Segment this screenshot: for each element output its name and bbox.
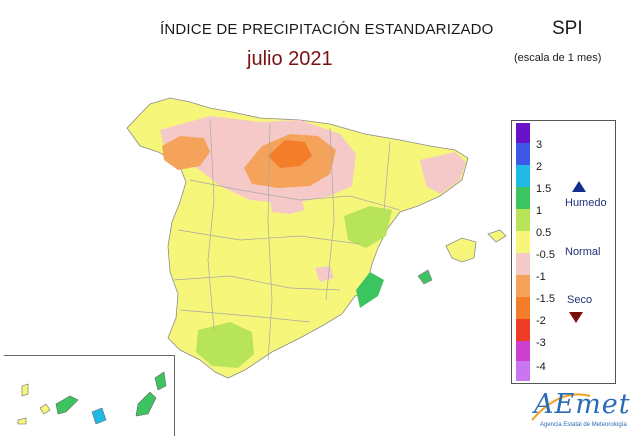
wet-zone-east: [344, 206, 392, 248]
island-menorca: [487, 229, 507, 243]
category-normal-label: Normal: [565, 246, 601, 258]
canary-inset-frame: [4, 355, 175, 436]
island-la-palma: [21, 383, 29, 397]
legend-swatch: [516, 253, 530, 275]
legend-swatch: [516, 209, 530, 231]
canary-islands: [17, 371, 167, 425]
legend-tick: 1: [536, 205, 543, 217]
legend-swatch: [516, 361, 530, 381]
period-label: julio 2021: [247, 48, 333, 70]
legend-swatch: [516, 231, 530, 253]
island-fuerteventura: [135, 391, 157, 417]
category-wet-label: Humedo: [565, 197, 607, 209]
legend-tick: -1: [536, 271, 546, 283]
legend-tick: -4: [536, 361, 546, 373]
legend-swatch: [516, 143, 530, 165]
island-mallorca: [445, 237, 477, 263]
island-gomera: [39, 403, 51, 415]
island-gran-canaria: [91, 407, 107, 425]
legend-swatch: [516, 187, 530, 209]
legend-tick: 1.5: [536, 183, 552, 195]
legend-swatch: [516, 275, 530, 297]
color-legend: 3 2 1.5 1 0.5 -0.5 -1 -1.5 -2 -3 -4: [511, 120, 616, 384]
dry-arrow-icon: [569, 312, 583, 323]
wet-arrow-icon: [572, 181, 586, 192]
legend-tick: 3: [536, 139, 543, 151]
legend-swatch: [516, 341, 530, 361]
wet-zone-southwest: [196, 322, 254, 368]
map-title: ÍNDICE DE PRECIPITACIÓN ESTANDARIZADO: [160, 21, 494, 38]
legend-tick: -2: [536, 315, 546, 327]
category-dry-label: Seco: [567, 294, 593, 306]
aemet-logo-icon: [531, 393, 591, 421]
island-ibiza: [417, 269, 433, 285]
legend-tick: -3: [536, 337, 546, 349]
island-tenerife: [55, 395, 79, 415]
legend-tick: 0.5: [536, 227, 552, 239]
legend-swatch: [516, 123, 530, 143]
logo-agency: Agencia Estatal de Meteorología: [540, 422, 627, 428]
index-name: SPI: [552, 18, 583, 39]
legend-swatch: [516, 319, 530, 341]
dry-moderate-northwest: [162, 136, 210, 170]
island-lanzarote: [154, 371, 167, 391]
island-hierro: [17, 417, 27, 425]
logo-name: AEmet: [534, 389, 631, 420]
dry-zone-northeast: [420, 152, 466, 194]
legend-swatch: [516, 297, 530, 319]
province-borders: [173, 119, 401, 361]
legend-tick: -1.5: [536, 293, 555, 305]
wet-zone-alicante: [356, 272, 384, 308]
legend-tick: -0.5: [536, 249, 555, 261]
dry-zone-central: [270, 196, 305, 214]
legend-swatch: [516, 165, 530, 187]
scale-note: (escala de 1 mes): [514, 52, 602, 64]
dry-severe-north: [268, 140, 312, 168]
legend-tick: 2: [536, 161, 543, 173]
